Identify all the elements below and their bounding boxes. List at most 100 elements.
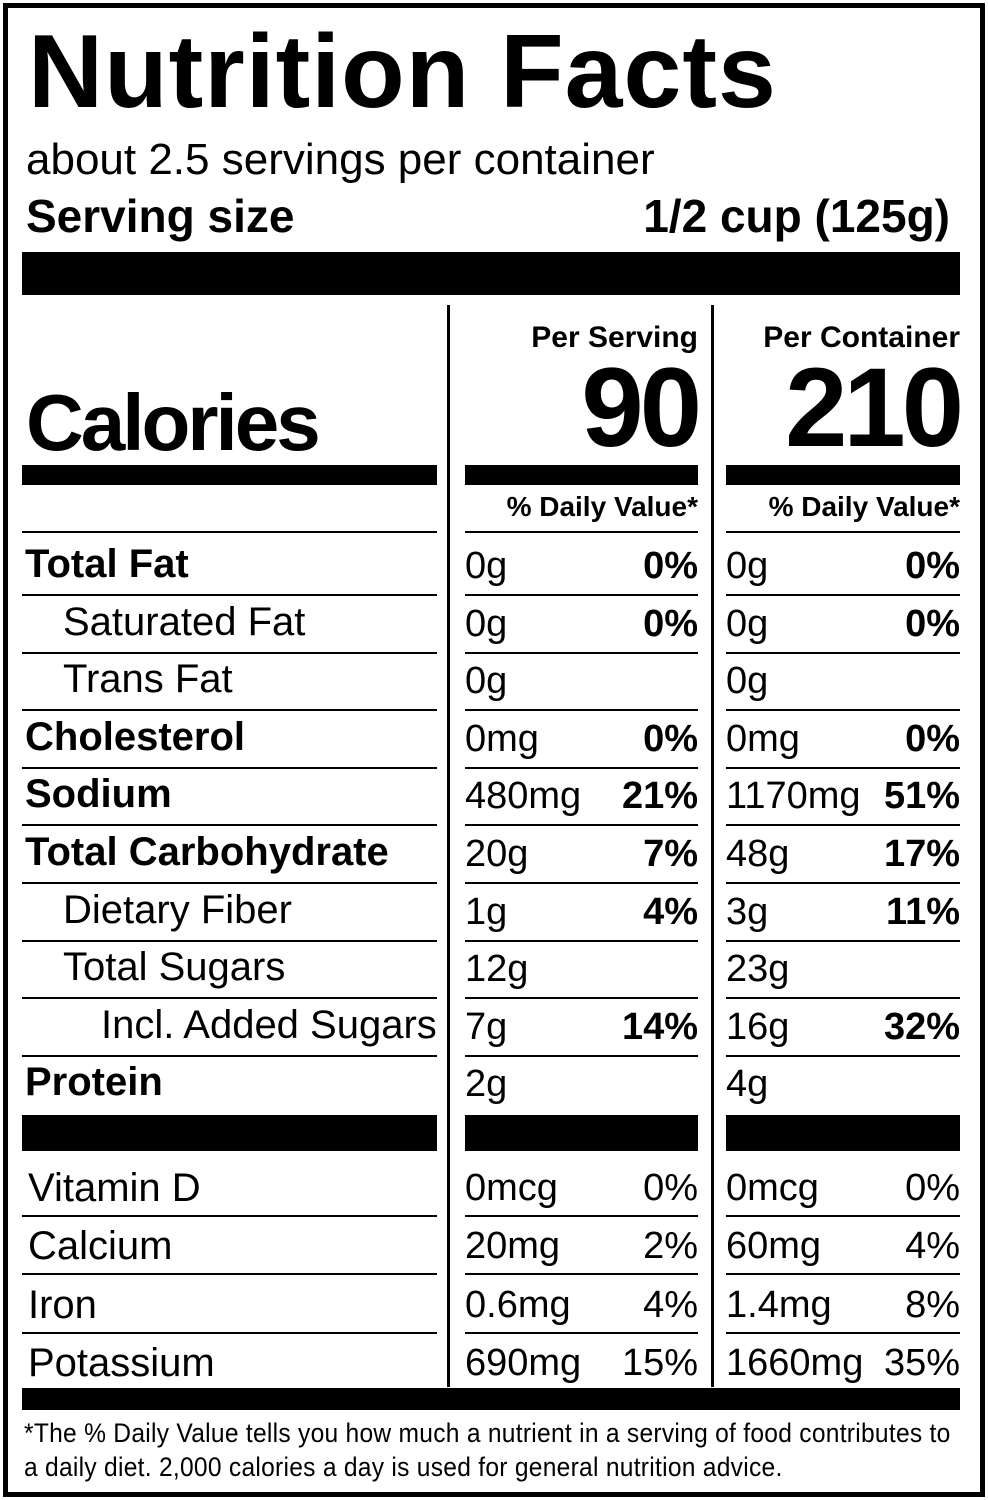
daily-value-header: % Daily Value*	[768, 491, 960, 522]
column-header: Per Serving	[531, 321, 698, 354]
nutrient-name: Incl. Added Sugars	[101, 1002, 437, 1047]
calories-value: 210	[785, 345, 964, 470]
nutrient-name: Total Fat	[25, 542, 189, 586]
nutrient-name: Saturated Fat	[63, 599, 306, 644]
nutrient-amount: 1g	[465, 890, 508, 933]
vitamin-amount: 0.6mg	[465, 1283, 571, 1326]
vitamin-daily-value: 15%	[621, 1341, 698, 1384]
vitamin-amount: 60mg	[726, 1225, 822, 1268]
thin-rule	[726, 997, 960, 1000]
nutrient-amount: 3g	[726, 890, 769, 933]
nutrient-name: Total Carbohydrate	[25, 830, 389, 874]
column-divider	[447, 305, 450, 1387]
label-border	[3, 3, 985, 1497]
thin-rule	[465, 651, 698, 654]
nutrient-amount: 0g	[726, 660, 769, 703]
vitamin-amount: 20mg	[465, 1225, 561, 1268]
thin-rule	[726, 824, 960, 827]
thick-rule	[22, 1115, 437, 1151]
thin-rule	[726, 709, 960, 712]
vitamin-daily-value: 2%	[643, 1225, 698, 1268]
thin-rule	[726, 1331, 960, 1334]
nutrient-daily-value: 17%	[883, 833, 960, 875]
thin-rule	[22, 824, 437, 827]
nutrient-amount: 20g	[465, 833, 529, 875]
nutrient-daily-value: 0%	[905, 602, 960, 645]
serving-size-value: 1/2 cup (125g)	[643, 190, 950, 242]
nutrient-daily-value: 21%	[621, 775, 698, 818]
thin-rule	[22, 594, 437, 596]
nutrient-name: Sodium	[25, 772, 172, 817]
thin-rule	[726, 939, 960, 942]
nutrient-amount: 1170mg	[726, 775, 861, 818]
nutrient-name: Protein	[25, 1060, 163, 1105]
vitamin-name: Calcium	[28, 1224, 173, 1269]
thin-rule	[22, 766, 437, 769]
vitamin-amount: 1.4mg	[726, 1283, 832, 1326]
title: Nutrition Facts	[28, 14, 777, 130]
nutrient-daily-value: 7%	[643, 833, 698, 875]
thin-rule	[465, 709, 698, 712]
thin-rule	[465, 824, 698, 827]
thin-rule	[22, 997, 437, 1000]
nutrient-amount: 12g	[465, 948, 529, 991]
nutrient-amount: 0g	[465, 660, 508, 703]
thin-rule	[22, 531, 437, 533]
vitamin-daily-value: 35%	[883, 1341, 960, 1384]
nutrient-amount: 16g	[726, 1005, 790, 1048]
nutrient-amount: 0mg	[465, 717, 539, 760]
medium-rule	[726, 465, 960, 485]
thin-rule	[726, 531, 960, 533]
thin-rule	[465, 1273, 698, 1276]
serving-size-label: Serving size	[26, 190, 295, 242]
nutrient-amount: 48g	[726, 833, 790, 875]
thick-rule	[22, 1388, 960, 1410]
thin-rule	[22, 1273, 437, 1276]
thin-rule	[22, 939, 437, 942]
thin-rule	[726, 651, 960, 654]
vitamin-name: Potassium	[28, 1340, 215, 1385]
thick-rule	[22, 252, 960, 295]
thin-rule	[22, 651, 437, 654]
thin-rule	[465, 882, 698, 884]
vitamin-amount: 0mcg	[465, 1167, 558, 1209]
thin-rule	[726, 766, 960, 769]
nutrient-amount: 0g	[726, 545, 769, 587]
daily-value-header: % Daily Value*	[506, 491, 698, 522]
thin-rule	[465, 997, 698, 1000]
thin-rule	[465, 766, 698, 769]
vitamin-amount: 0mcg	[726, 1167, 819, 1209]
vitamin-daily-value: 4%	[643, 1283, 698, 1326]
nutrient-daily-value: 0%	[643, 602, 698, 645]
thin-rule	[465, 1331, 698, 1334]
vitamin-daily-value: 4%	[905, 1225, 960, 1268]
nutrient-name: Cholesterol	[25, 714, 246, 759]
nutrient-daily-value: 0%	[643, 717, 698, 760]
footnote: *The % Daily Value tells you how much a …	[24, 1418, 951, 1482]
thin-rule	[22, 1054, 437, 1057]
nutrient-daily-value: 51%	[883, 775, 960, 818]
nutrient-name: Dietary Fiber	[63, 887, 292, 932]
column-divider	[711, 305, 714, 1387]
medium-rule	[465, 465, 698, 485]
vitamin-daily-value: 0%	[905, 1167, 960, 1209]
nutrient-daily-value: 14%	[621, 1005, 698, 1048]
nutrient-amount: 0g	[465, 602, 508, 645]
vitamin-name: Iron	[28, 1282, 97, 1327]
nutrient-daily-value: 4%	[643, 890, 698, 933]
nutrient-daily-value: 11%	[886, 890, 960, 933]
thin-rule	[465, 594, 698, 596]
thin-rule	[22, 1215, 437, 1217]
nutrient-amount: 0g	[726, 602, 769, 645]
nutrient-daily-value: 0%	[905, 545, 960, 587]
vitamin-name: Vitamin D	[28, 1166, 201, 1210]
thin-rule	[465, 939, 698, 942]
calories-value: 90	[581, 345, 702, 470]
column-header: Per Container	[763, 321, 960, 354]
nutrient-amount: 23g	[726, 948, 790, 991]
thin-rule	[726, 882, 960, 884]
nutrient-amount: 0mg	[726, 717, 800, 760]
nutrient-amount: 0g	[465, 545, 508, 587]
vitamin-amount: 1660mg	[726, 1341, 864, 1384]
